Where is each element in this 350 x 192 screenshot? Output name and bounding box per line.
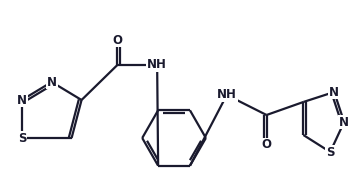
Text: S: S [326, 146, 335, 159]
Text: N: N [329, 85, 339, 98]
Text: N: N [17, 94, 27, 107]
Text: O: O [261, 138, 272, 151]
Text: NH: NH [217, 89, 237, 102]
Text: S: S [18, 132, 26, 145]
Text: N: N [339, 116, 349, 128]
Text: O: O [112, 33, 122, 46]
Text: N: N [47, 75, 57, 89]
Text: NH: NH [147, 59, 167, 71]
